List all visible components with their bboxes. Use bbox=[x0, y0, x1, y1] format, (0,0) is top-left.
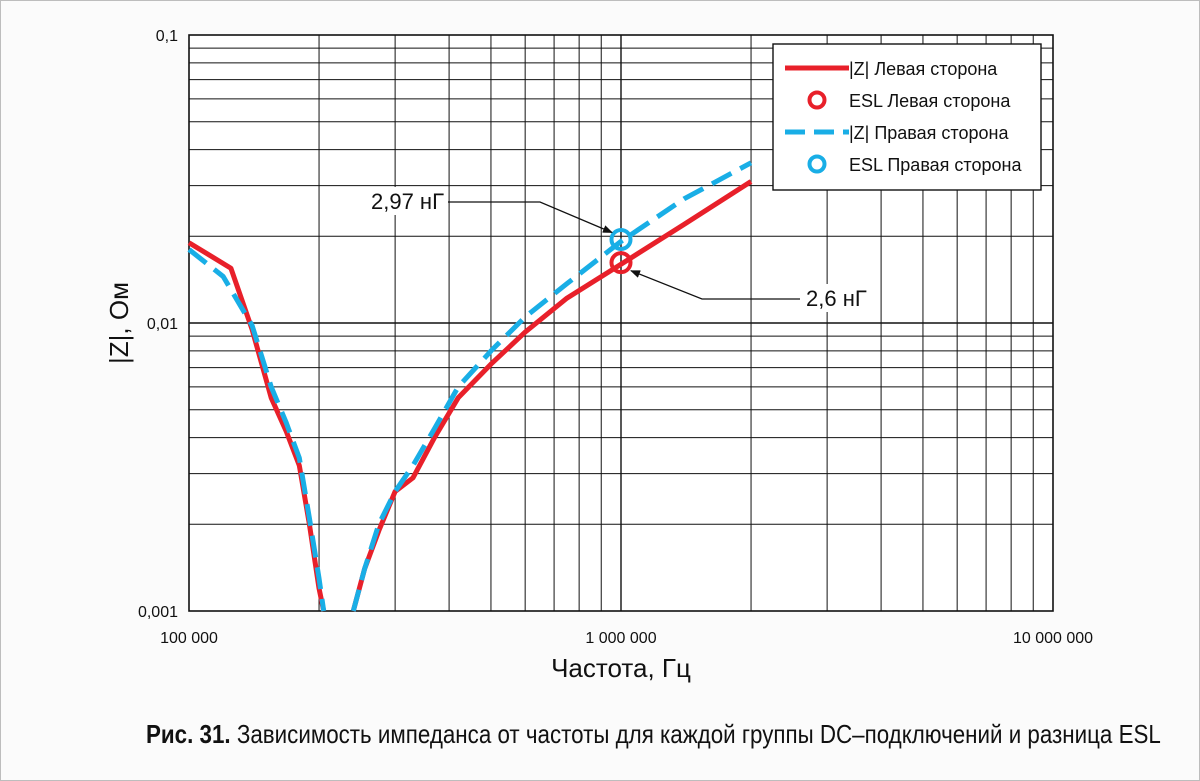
annotation-label-2-97: 2,97 нГ bbox=[371, 189, 444, 214]
caption-text: Зависимость импеданса от частоты для каж… bbox=[236, 719, 1161, 749]
figure-caption: Рис. 31. Зависимость импеданса от частот… bbox=[146, 719, 1161, 750]
annotation-leader-2-97 bbox=[448, 201, 613, 234]
x-tick-label: 10 000 000 bbox=[1013, 630, 1093, 647]
legend: |Z| Левая сторона ESL Левая сторона |Z| Пр… bbox=[772, 43, 1042, 191]
y-tick-label: 0,001 bbox=[138, 604, 178, 621]
annotation-bg bbox=[364, 187, 446, 215]
esl-marker-1 bbox=[609, 227, 633, 251]
esl-marker-0 bbox=[609, 251, 633, 275]
caption-number: Рис. 31. bbox=[146, 719, 231, 749]
legend-label: ESL Правая сторона bbox=[849, 155, 1022, 175]
esl-markers bbox=[609, 227, 633, 275]
legend-marker-circle bbox=[807, 90, 827, 110]
plot-area bbox=[188, 34, 1054, 612]
legend-marker-circle bbox=[807, 154, 827, 174]
legend-label: |Z| Правая сторона bbox=[849, 123, 1009, 143]
x-axis-label: Частота, Гц bbox=[551, 653, 691, 683]
annotation-label-2-6: 2,6 нГ bbox=[806, 286, 867, 311]
legend-label: ESL Левая сторона bbox=[849, 91, 1011, 111]
plot-border bbox=[188, 34, 1054, 612]
annotation-bg bbox=[800, 284, 862, 312]
y-tick-label: 0,1 bbox=[156, 28, 178, 45]
series-layer bbox=[187, 160, 753, 612]
annotation-leader-2-6 bbox=[630, 270, 800, 300]
series-line-left-side-0 bbox=[187, 240, 327, 612]
tick-labels: 100 000 1 000 000 10 000 000 0,001 0,01 0,1 bbox=[138, 28, 1093, 647]
x-tick-label: 1 000 000 bbox=[585, 630, 656, 647]
series-line-right-side-2 bbox=[187, 247, 327, 612]
x-tick-label: 100 000 bbox=[160, 630, 218, 647]
y-axis-label: |Z|, Ом bbox=[104, 282, 134, 364]
series-line-right-side-3 bbox=[350, 160, 753, 612]
annotations: 2,97 нГ 2,6 нГ bbox=[364, 187, 867, 312]
legend-label: |Z| Левая сторона bbox=[849, 59, 998, 79]
y-tick-label: 0,01 bbox=[147, 316, 178, 333]
